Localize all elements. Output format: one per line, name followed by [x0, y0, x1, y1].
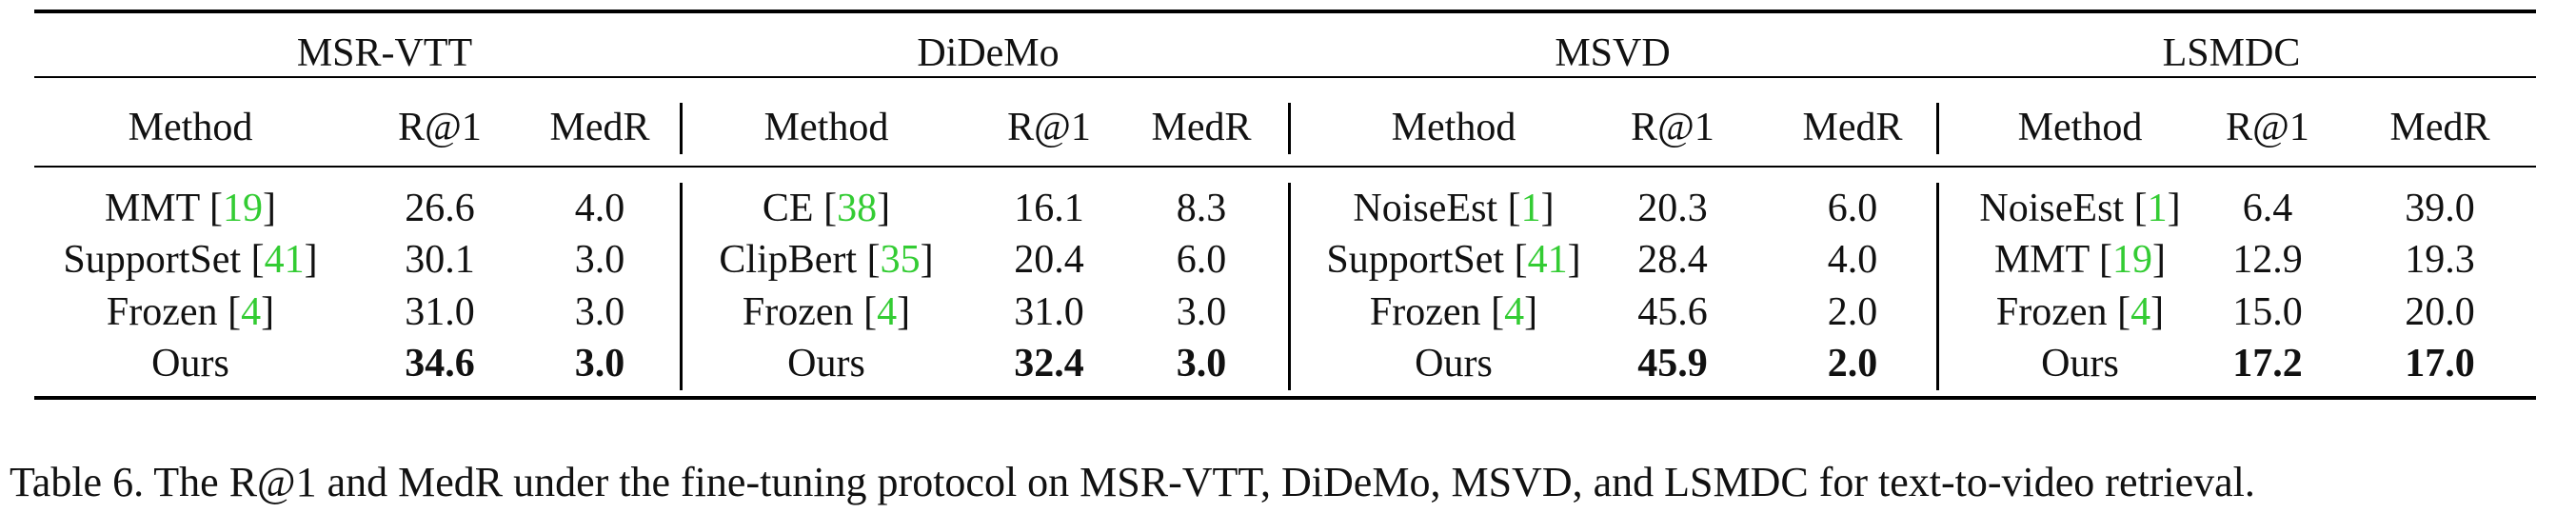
medr-cell: 8.3 — [1176, 187, 1227, 230]
method-cell: NoiseEst [1] — [1979, 187, 2181, 230]
r1-cell: 26.6 — [405, 187, 475, 230]
medr-cell: 20.0 — [2405, 290, 2475, 334]
method-cell: Frozen [4] — [106, 290, 275, 334]
r1-cell: 20.3 — [1637, 187, 1708, 230]
medr-cell: 6.0 — [1827, 187, 1878, 230]
group-title: MSR-VTT — [296, 31, 473, 75]
r1-cell: 31.0 — [1014, 290, 1084, 334]
citation-link[interactable]: 1 — [1520, 187, 1541, 230]
column-header: MedR — [1151, 106, 1252, 149]
citation-link[interactable]: 41 — [1527, 238, 1568, 282]
group-title: LSMDC — [2162, 31, 2301, 75]
column-header: MedR — [1802, 106, 1903, 149]
column-header: R@1 — [1007, 106, 1091, 149]
column-header: Method — [1391, 106, 1516, 149]
method-cell: NoiseEst [1] — [1353, 187, 1555, 230]
medr-cell: 4.0 — [1827, 238, 1878, 282]
citation-link[interactable]: 4 — [241, 290, 262, 334]
citation-link[interactable]: 35 — [880, 238, 921, 282]
method-cell: SupportSet [41] — [1326, 238, 1581, 282]
group-divider-2-body — [1288, 183, 1291, 390]
column-header: R@1 — [398, 106, 482, 149]
method-cell: Ours — [151, 342, 229, 386]
r1-cell: 17.2 — [2232, 342, 2303, 386]
method-cell: CE [38] — [762, 187, 891, 230]
column-header: R@1 — [2226, 106, 2309, 149]
medr-cell: 3.0 — [574, 342, 625, 386]
group-divider-2 — [1288, 103, 1291, 154]
group-title: MSVD — [1555, 31, 1671, 75]
method-cell: SupportSet [41] — [63, 238, 318, 282]
column-header: MedR — [2389, 106, 2490, 149]
r1-cell: 31.0 — [405, 290, 475, 334]
method-cell: Ours — [2041, 342, 2119, 386]
method-cell: MMT [19] — [1993, 238, 2167, 282]
group-title: DiDeMo — [917, 31, 1060, 75]
citation-link[interactable]: 1 — [2147, 187, 2168, 230]
medr-cell: 19.3 — [2405, 238, 2475, 282]
group-header-rule — [34, 76, 2536, 78]
column-header: Method — [763, 106, 889, 149]
r1-cell: 45.6 — [1637, 290, 1708, 334]
medr-cell: 3.0 — [574, 238, 625, 282]
method-cell: ClipBert [35] — [719, 238, 934, 282]
bottom-rule — [34, 396, 2536, 400]
medr-cell: 6.0 — [1176, 238, 1227, 282]
medr-cell: 3.0 — [1176, 290, 1227, 334]
medr-cell: 3.0 — [574, 290, 625, 334]
medr-cell: 17.0 — [2405, 342, 2475, 386]
citation-link[interactable]: 38 — [837, 187, 878, 230]
medr-cell: 39.0 — [2405, 187, 2475, 230]
medr-cell: 2.0 — [1827, 290, 1878, 334]
method-cell: Frozen [4] — [742, 290, 911, 334]
table-caption: Table 6. The R@1 and MedR under the fine… — [10, 459, 2255, 505]
citation-link[interactable]: 19 — [2112, 238, 2153, 282]
citation-link[interactable]: 19 — [223, 187, 264, 230]
top-rule — [34, 10, 2536, 13]
r1-cell: 28.4 — [1637, 238, 1708, 282]
r1-cell: 12.9 — [2232, 238, 2303, 282]
r1-cell: 6.4 — [2242, 187, 2293, 230]
r1-cell: 30.1 — [405, 238, 475, 282]
method-cell: MMT [19] — [104, 187, 277, 230]
medr-cell: 4.0 — [574, 187, 625, 230]
column-header-rule — [34, 166, 2536, 168]
column-header: Method — [2017, 106, 2143, 149]
r1-cell: 34.6 — [405, 342, 475, 386]
method-cell: Ours — [787, 342, 865, 386]
column-header: Method — [128, 106, 253, 149]
column-header: R@1 — [1631, 106, 1714, 149]
r1-cell: 45.9 — [1637, 342, 1708, 386]
r1-cell: 20.4 — [1014, 238, 1084, 282]
group-divider-1-body — [680, 183, 683, 390]
method-cell: Ours — [1415, 342, 1493, 386]
column-header: MedR — [549, 106, 650, 149]
group-divider-3 — [1936, 103, 1939, 154]
r1-cell: 15.0 — [2232, 290, 2303, 334]
r1-cell: 32.4 — [1014, 342, 1084, 386]
r1-cell: 16.1 — [1014, 187, 1084, 230]
citation-link[interactable]: 4 — [1504, 290, 1525, 334]
citation-link[interactable]: 41 — [264, 238, 305, 282]
citation-link[interactable]: 4 — [2130, 290, 2151, 334]
medr-cell: 2.0 — [1827, 342, 1878, 386]
method-cell: Frozen [4] — [1995, 290, 2165, 334]
method-cell: Frozen [4] — [1369, 290, 1538, 334]
citation-link[interactable]: 4 — [877, 290, 898, 334]
medr-cell: 3.0 — [1176, 342, 1227, 386]
group-divider-3-body — [1936, 183, 1939, 390]
group-divider-1 — [680, 103, 683, 154]
